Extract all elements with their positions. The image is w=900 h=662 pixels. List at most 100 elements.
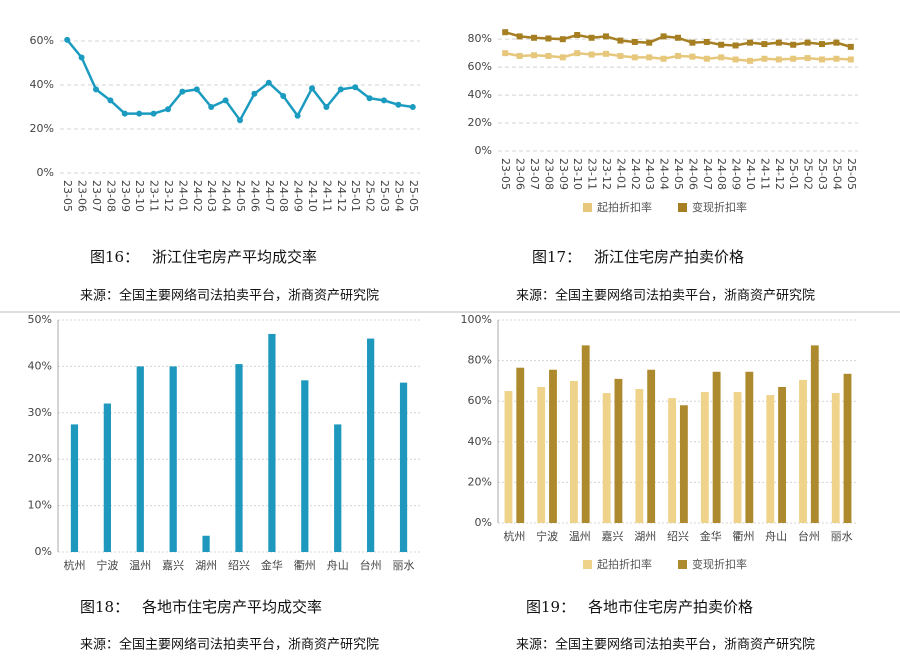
source: 来源：全国主要网络司法拍卖平台，浙商资产研究院 [80,637,379,653]
point [179,88,186,95]
point [516,52,523,59]
y-tick-label: 0% [475,144,492,157]
point [309,85,315,92]
x-tick-label: 湖州 [634,530,656,543]
bar [399,382,408,552]
x-tick-label: 24-04 [658,158,671,190]
point [847,43,854,50]
bar [733,392,742,523]
x-tick-label: 绍兴 [228,558,250,572]
point [545,52,552,59]
source: 来源：全国主要网络司法拍卖平台，浙商资产研究院 [516,288,815,304]
x-tick-label: 23-09 [119,180,132,212]
point [804,39,811,46]
point [531,52,537,59]
point [732,42,739,49]
x-tick-label: 24-12 [773,158,786,190]
y-tick-label: 20% [468,475,492,488]
bar [570,380,578,523]
point [323,104,330,110]
bar [635,389,644,523]
y-tick-label: 40% [468,88,492,101]
x-tick-label: 23-05 [61,180,74,212]
point [646,54,653,61]
x-tick-label: 24-10 [306,180,319,212]
x-tick-label: 23-05 [499,158,512,190]
y-tick-label: 20% [30,122,54,135]
caption-title: 浙江住宅房产拍卖价格 [594,248,744,266]
point [819,56,825,63]
x-tick-label: 24-03 [205,180,218,212]
point [603,33,609,40]
y-tick-label: 100% [461,313,492,326]
point [64,36,71,43]
x-tick-label: 24-12 [335,180,348,212]
x-tick-label: 24-09 [292,180,305,212]
point [689,39,696,46]
point [718,54,725,61]
x-tick-label: 23-11 [148,180,161,212]
x-tick-label: 衢州 [294,559,316,572]
bar [778,386,786,523]
source: 来源：全国主要网络司法拍卖平台，浙商资产研究院 [80,288,379,304]
x-tick-label: 25-03 [816,158,829,190]
y-tick-label: 0% [35,545,52,558]
x-tick-label: 23-12 [600,158,613,190]
point [78,54,85,61]
bar [712,371,721,523]
point [588,34,595,41]
point [352,84,359,91]
caption-title: 各地市住宅房产拍卖价格 [588,598,753,616]
y-tick-label: 10% [28,499,52,512]
x-tick-label: 24-10 [744,158,757,190]
point [660,33,667,40]
point [136,110,143,117]
x-tick-label: 25-05 [845,158,858,190]
bar [614,378,623,523]
y-tick-label: 30% [28,406,52,419]
point [747,39,753,46]
legend-label: 变现折扣率 [692,200,747,214]
point [395,101,402,108]
point [747,57,753,64]
point [294,112,301,119]
bar [202,535,210,552]
point [574,50,581,57]
x-tick-label: 24-01 [614,158,627,190]
x-tick-label: 24-08 [277,180,290,212]
x-tick-label: 台州 [798,529,820,543]
point [603,50,609,57]
source: 来源：全国主要网络司法拍卖平台，浙商资产研究院 [516,637,815,653]
point [251,90,258,97]
caption-number: 图16： [90,248,139,266]
bar [831,393,840,523]
y-tick-label: 0% [37,166,54,179]
point [775,56,782,63]
point [574,31,581,38]
y-tick-label: 40% [28,359,52,372]
point [93,86,99,93]
point [337,86,344,93]
point [631,54,638,61]
x-tick-label: 23-07 [528,158,541,190]
point [545,35,552,42]
point [559,36,566,43]
point [559,54,566,61]
bar [799,379,807,523]
x-tick-label: 24-07 [701,158,714,190]
x-tick-label: 24-03 [643,158,656,190]
x-tick-label: 舟山 [327,558,349,572]
x-tick-label: 金华 [700,529,722,543]
x-tick-label: 24-01 [176,180,189,212]
x-tick-label: 24-02 [629,158,642,190]
caption-number: 图17： [532,248,581,266]
point [502,50,509,57]
bar [700,392,709,523]
point [775,39,782,46]
caption-title: 各地市住宅房产平均成交率 [142,598,322,616]
point [703,38,710,45]
x-tick-label: 丽水 [831,530,853,543]
x-tick-label: 金华 [261,558,283,572]
x-tick-label: 24-02 [191,180,204,212]
point [660,55,667,62]
